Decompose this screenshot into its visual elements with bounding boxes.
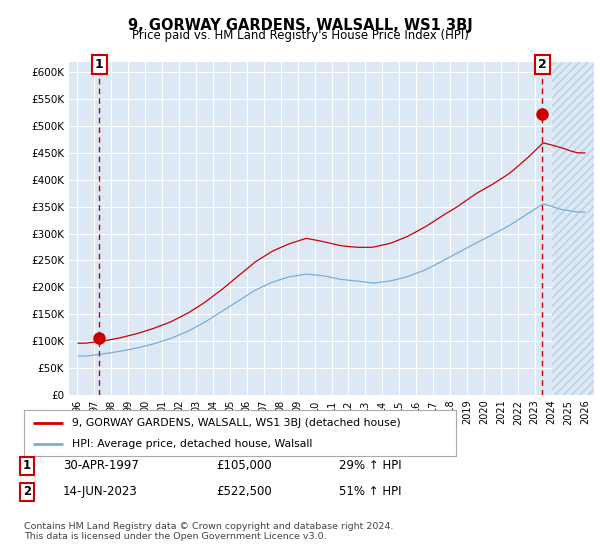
Text: 9, GORWAY GARDENS, WALSALL, WS1 3BJ: 9, GORWAY GARDENS, WALSALL, WS1 3BJ [128,18,472,33]
Text: HPI: Average price, detached house, Walsall: HPI: Average price, detached house, Wals… [71,438,312,449]
Text: 2: 2 [538,58,547,71]
Text: 51% ↑ HPI: 51% ↑ HPI [339,485,401,498]
Text: 1: 1 [23,459,31,473]
Text: £105,000: £105,000 [216,459,272,473]
Text: 30-APR-1997: 30-APR-1997 [63,459,139,473]
Bar [551,62,594,395]
Text: 29% ↑ HPI: 29% ↑ HPI [339,459,401,473]
Text: 1: 1 [95,58,104,71]
Text: 2: 2 [23,485,31,498]
Text: £522,500: £522,500 [216,485,272,498]
Text: Price paid vs. HM Land Registry's House Price Index (HPI): Price paid vs. HM Land Registry's House … [131,29,469,42]
Text: Contains HM Land Registry data © Crown copyright and database right 2024.
This d: Contains HM Land Registry data © Crown c… [24,522,394,542]
Text: 9, GORWAY GARDENS, WALSALL, WS1 3BJ (detached house): 9, GORWAY GARDENS, WALSALL, WS1 3BJ (det… [71,418,400,428]
Text: 14-JUN-2023: 14-JUN-2023 [63,485,138,498]
